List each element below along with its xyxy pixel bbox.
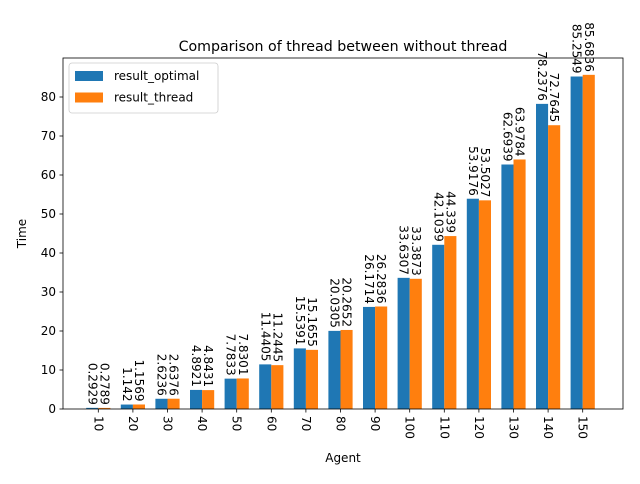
x-tick-label: 130	[507, 416, 521, 439]
bar-result_thread-20	[132, 404, 145, 409]
bar-value-label: 1.1569	[132, 359, 146, 401]
legend-swatch-result_thread	[75, 92, 103, 103]
bar-result_optimal-30	[155, 398, 168, 409]
y-tick-label: 30	[41, 285, 56, 299]
bar-result_thread-30	[167, 398, 180, 409]
bar-result_thread-10	[98, 407, 111, 409]
bar-value-label: 11.4405	[258, 312, 272, 362]
bars-layer	[86, 74, 595, 410]
bar-value-label: 33.3873	[409, 226, 423, 276]
bar-value-label: 85.2549	[570, 24, 584, 74]
bar-result_thread-90	[375, 306, 388, 409]
bar-value-label: 15.5391	[293, 296, 307, 346]
y-tick-label: 10	[41, 363, 56, 377]
bar-value-label: 42.1039	[431, 192, 445, 242]
bar-result_optimal-80	[328, 330, 341, 409]
bar-value-label: 0.2929	[85, 363, 99, 405]
bar-value-label: 53.5027	[478, 148, 492, 198]
chart-title: Comparison of thread between without thr…	[179, 39, 508, 55]
y-axis: 0 10 20 30 40 50 60 70 80	[41, 90, 63, 416]
bar-result_thread-100	[409, 278, 422, 409]
bar-value-label: 53.9176	[466, 146, 480, 196]
bar-value-label: 62.6939	[500, 112, 514, 162]
bar-value-label: 0.2789	[97, 363, 111, 405]
y-tick-label: 40	[41, 246, 56, 260]
bar-result_thread-60	[271, 365, 284, 409]
x-axis: 10 20 30 40 50 60 70 80 90 100 110 120 130 140 150	[91, 409, 590, 439]
bar-result_thread-140	[548, 125, 561, 410]
legend: result_optimal result_thread	[68, 62, 219, 114]
bar-result_optimal-130	[501, 164, 514, 409]
bar-value-label: 44.339	[443, 191, 457, 233]
bar-result_optimal-90	[363, 306, 376, 409]
bar-result_optimal-150	[570, 76, 583, 409]
x-tick-label: 140	[541, 416, 555, 439]
bar-value-label: 26.2836	[374, 254, 388, 304]
bar-result_optimal-70	[293, 348, 306, 409]
y-tick-label: 20	[41, 324, 56, 338]
bar-result_thread-40	[202, 390, 215, 409]
bar-value-label: 85.6836	[582, 22, 596, 72]
legend-label-result_thread: result_thread	[114, 91, 193, 105]
plot-frame	[62, 57, 624, 410]
bar-value-label: 33.6307	[397, 225, 411, 275]
x-tick-label: 60	[264, 416, 278, 431]
y-tick-label: 50	[41, 207, 56, 221]
bar-result_optimal-50	[224, 378, 237, 409]
bar-result_thread-70	[305, 349, 318, 409]
x-tick-label: 80	[334, 416, 348, 431]
bar-result_thread-150	[582, 74, 595, 410]
y-tick-label: 60	[41, 168, 56, 182]
bar-value-label: 72.7645	[547, 73, 561, 123]
bar-result_optimal-60	[259, 364, 272, 409]
bar-value-label: 4.8921	[189, 345, 203, 387]
bar-result_optimal-100	[397, 277, 410, 409]
bar-result_thread-110	[444, 236, 457, 409]
x-tick-label: 10	[91, 416, 105, 431]
bar-value-label: 2.6236	[154, 354, 168, 396]
bar-result_thread-50	[236, 378, 249, 409]
bar-result_optimal-140	[536, 103, 549, 410]
legend-swatch-result_optimal	[75, 71, 103, 81]
legend-box	[68, 62, 219, 114]
bar-value-label: 7.8301	[236, 333, 250, 375]
bar-value-label: 78.2376	[535, 51, 549, 101]
bar-result_optimal-110	[432, 244, 445, 409]
bar-result_thread-80	[340, 329, 353, 409]
bar-result_thread-130	[513, 159, 526, 409]
bar-result_optimal-10	[86, 407, 99, 409]
bar-value-label: 11.2445	[270, 313, 284, 363]
legend-label-result_optimal: result_optimal	[114, 69, 199, 83]
x-tick-label: 40	[195, 416, 209, 431]
bar-result_optimal-120	[466, 198, 479, 409]
bar-value-label: 4.8431	[201, 345, 215, 387]
bar-value-label: 7.7833	[224, 334, 238, 376]
y-tick-label: 80	[41, 90, 56, 104]
bar-value-label: 63.9784	[513, 107, 527, 157]
y-axis-label: Time	[15, 219, 29, 249]
x-tick-label: 120	[472, 416, 486, 439]
bar-value-label: 20.0305	[327, 278, 341, 328]
x-tick-label: 30	[161, 416, 175, 431]
x-tick-label: 100	[403, 416, 417, 439]
x-tick-label: 90	[368, 416, 382, 431]
y-tick-label: 0	[48, 402, 56, 416]
bar-value-label: 20.2652	[340, 277, 354, 327]
x-tick-label: 110	[437, 416, 451, 439]
y-tick-label: 70	[41, 129, 56, 143]
bar-result_optimal-20	[120, 404, 133, 409]
x-tick-label: 150	[576, 416, 590, 439]
x-axis-label: Agent	[325, 451, 361, 465]
bar-result_optimal-40	[190, 389, 203, 409]
x-tick-label: 70	[299, 416, 313, 431]
bar-value-label: 2.6376	[167, 354, 181, 396]
bar-value-label: 1.142	[120, 367, 134, 401]
bar-result_thread-120	[478, 200, 491, 409]
x-tick-label: 50	[230, 416, 244, 431]
bar-value-label: 15.1655	[305, 297, 319, 347]
x-tick-label: 20	[126, 416, 140, 431]
bar-value-label: 26.1714	[362, 254, 376, 304]
